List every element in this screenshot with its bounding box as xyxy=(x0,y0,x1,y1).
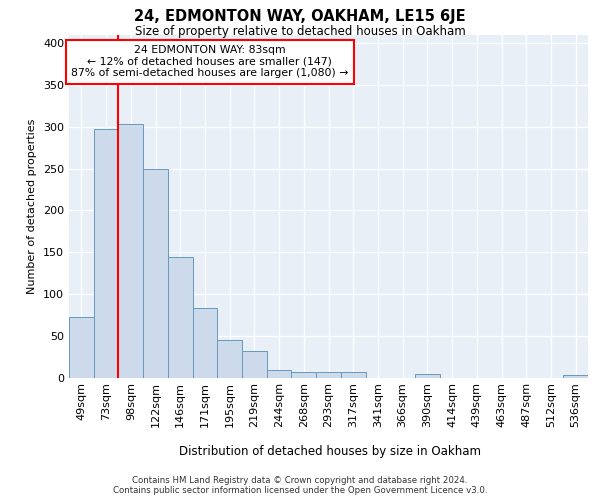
Bar xyxy=(341,372,365,378)
Bar xyxy=(242,351,267,378)
Bar xyxy=(143,170,168,378)
Text: Contains HM Land Registry data © Crown copyright and database right 2024.: Contains HM Land Registry data © Crown c… xyxy=(132,476,468,485)
Bar xyxy=(316,372,341,378)
Bar xyxy=(292,372,316,378)
Text: Distribution of detached houses by size in Oakham: Distribution of detached houses by size … xyxy=(179,444,481,458)
Bar xyxy=(168,257,193,378)
Bar xyxy=(193,308,217,378)
Bar xyxy=(118,124,143,378)
Text: Contains public sector information licensed under the Open Government Licence v3: Contains public sector information licen… xyxy=(113,486,487,495)
Bar xyxy=(94,128,118,378)
Bar xyxy=(563,375,588,378)
Bar xyxy=(217,340,242,378)
Bar xyxy=(415,374,440,378)
Y-axis label: Number of detached properties: Number of detached properties xyxy=(28,118,37,294)
Bar xyxy=(69,318,94,378)
Text: 24, EDMONTON WAY, OAKHAM, LE15 6JE: 24, EDMONTON WAY, OAKHAM, LE15 6JE xyxy=(134,9,466,24)
Bar xyxy=(267,370,292,378)
Text: Size of property relative to detached houses in Oakham: Size of property relative to detached ho… xyxy=(134,25,466,38)
Text: 24 EDMONTON WAY: 83sqm
← 12% of detached houses are smaller (147)
87% of semi-de: 24 EDMONTON WAY: 83sqm ← 12% of detached… xyxy=(71,45,349,78)
